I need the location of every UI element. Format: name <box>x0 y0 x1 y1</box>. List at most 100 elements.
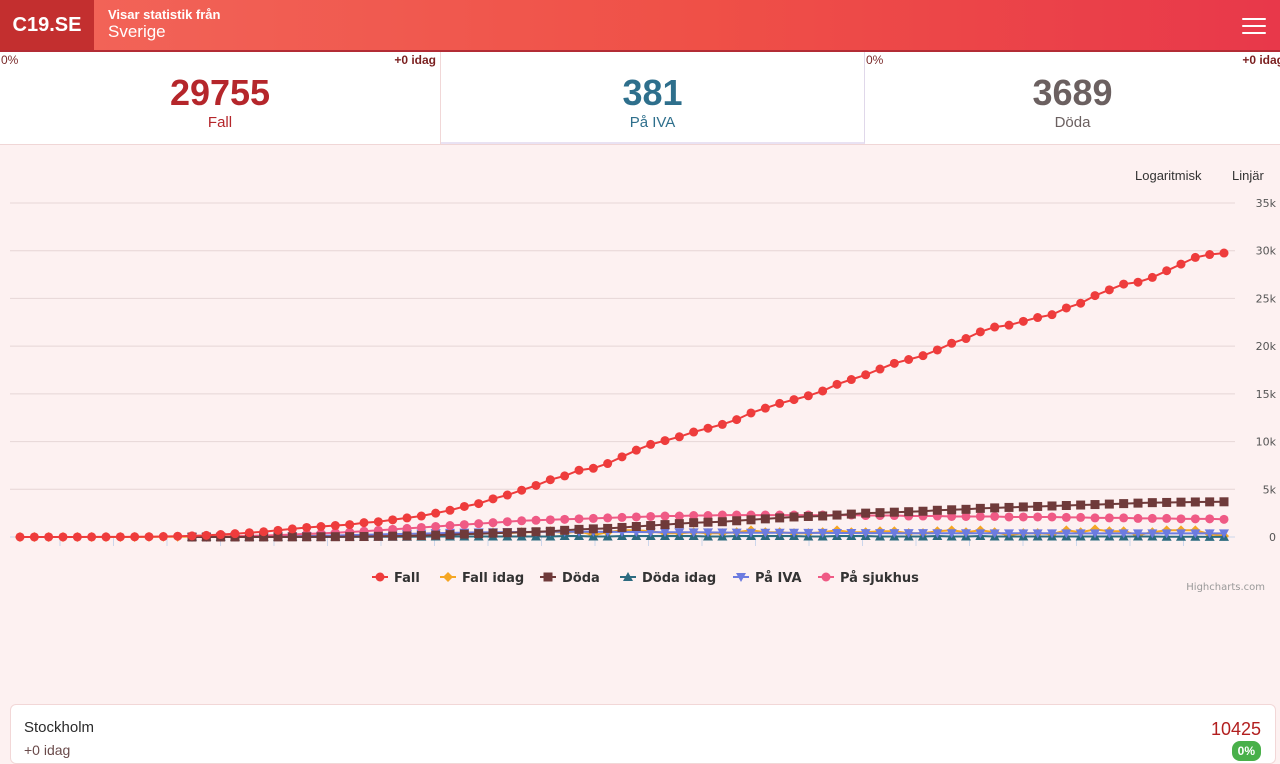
log-scale-button[interactable]: Logaritmisk <box>1135 168 1202 183</box>
data-point <box>689 518 699 528</box>
data-point <box>832 528 842 538</box>
data-point <box>631 522 641 532</box>
data-point <box>416 522 426 532</box>
region-card-stockholm[interactable]: Stockholm +0 idag 10425 0% <box>10 704 1276 764</box>
data-point <box>932 505 942 515</box>
data-point <box>789 528 799 538</box>
data-point <box>1161 529 1172 539</box>
legend-item[interactable]: Fall <box>372 571 420 586</box>
y-tick-label: 5k <box>1263 483 1277 496</box>
data-point <box>1004 512 1014 522</box>
legend-item[interactable]: Fall idag <box>440 571 524 586</box>
chart-legend: Fall Fall idag Döda Döda idag På IVA På sjukh… <box>372 571 919 586</box>
stat-cases[interactable]: 0% +0 idag 29755 Fall <box>0 52 441 144</box>
data-point <box>416 531 426 541</box>
data-point <box>603 459 613 469</box>
data-point <box>545 526 555 536</box>
data-point <box>474 529 484 539</box>
legend-item[interactable]: Döda <box>540 571 600 586</box>
data-point <box>817 528 828 538</box>
data-point <box>72 532 82 542</box>
data-point <box>531 480 541 490</box>
chart-credit[interactable]: Highcharts.com <box>1186 582 1265 593</box>
data-point <box>832 510 842 520</box>
data-point <box>302 522 312 532</box>
y-tick-label: 35k <box>1256 197 1277 210</box>
data-point <box>1176 497 1186 507</box>
data-point <box>631 445 641 455</box>
linear-scale-button[interactable]: Linjär <box>1232 168 1264 183</box>
data-point <box>1190 529 1201 539</box>
data-point <box>1147 498 1157 508</box>
data-point <box>173 531 183 541</box>
data-point <box>545 475 555 485</box>
data-point <box>402 531 412 541</box>
legend-item[interactable]: På IVA <box>733 571 802 586</box>
data-point <box>574 465 584 475</box>
data-point <box>789 512 799 522</box>
data-point <box>517 485 527 495</box>
legend-label: Fall <box>394 571 420 586</box>
data-point <box>316 522 326 532</box>
data-point <box>975 511 985 521</box>
data-point <box>388 531 398 541</box>
data-point <box>1176 529 1186 539</box>
data-point <box>975 529 986 539</box>
data-point <box>646 521 656 531</box>
data-point <box>603 523 613 533</box>
legend-item[interactable]: Döda idag <box>620 571 716 586</box>
region-name: Stockholm <box>24 719 95 736</box>
data-point <box>15 532 25 542</box>
legend-item[interactable]: På sjukhus <box>818 571 919 586</box>
data-point <box>488 494 498 504</box>
legend-label: Fall idag <box>462 571 524 586</box>
data-point <box>1018 502 1028 512</box>
data-point <box>144 532 154 542</box>
data-point <box>488 528 498 538</box>
data-point <box>889 529 900 539</box>
data-point <box>717 528 728 538</box>
data-point <box>674 528 685 538</box>
stat-icu[interactable]: 381 På IVA <box>441 52 865 144</box>
data-point <box>531 527 541 537</box>
data-point <box>846 528 857 538</box>
data-point <box>345 532 355 542</box>
data-point <box>445 521 455 531</box>
data-point <box>1204 529 1215 539</box>
y-tick-label: 10k <box>1256 436 1277 449</box>
data-point <box>1219 248 1229 258</box>
stat-deaths[interactable]: 0% +0 idag 3689 Döda <box>865 52 1280 144</box>
series-dda <box>187 497 1229 542</box>
data-point <box>1162 513 1172 523</box>
legend-symbol <box>375 572 385 582</box>
data-point <box>1004 502 1014 512</box>
data-point <box>617 452 627 462</box>
data-point <box>459 529 469 539</box>
data-point <box>273 525 283 535</box>
country-selector[interactable]: Sverige <box>108 22 166 41</box>
data-point <box>989 529 1000 539</box>
data-point <box>1004 529 1014 539</box>
data-point <box>760 514 770 524</box>
data-point <box>731 528 742 538</box>
data-point <box>1205 514 1215 524</box>
data-point <box>459 520 469 530</box>
data-point <box>961 529 971 539</box>
data-point <box>703 423 713 433</box>
data-point <box>330 521 340 531</box>
cases-chart: 0 5k 10k 15k 20k 25k 30k 35k Fall Fall idag Döda D… <box>10 197 1277 593</box>
data-point <box>703 528 713 538</box>
legend-label: Döda idag <box>642 571 716 586</box>
data-point <box>1047 310 1057 320</box>
data-point <box>431 508 441 518</box>
data-point <box>1176 514 1186 524</box>
logo[interactable]: C19.SE <box>0 0 94 50</box>
data-point <box>918 351 928 361</box>
data-point <box>646 511 656 521</box>
data-point <box>416 511 426 521</box>
hamburger-menu-icon[interactable] <box>1242 13 1266 35</box>
stat-cases-value: 29755 <box>169 72 271 113</box>
data-point <box>1219 529 1229 539</box>
data-point <box>689 427 699 437</box>
data-point <box>1090 529 1100 539</box>
